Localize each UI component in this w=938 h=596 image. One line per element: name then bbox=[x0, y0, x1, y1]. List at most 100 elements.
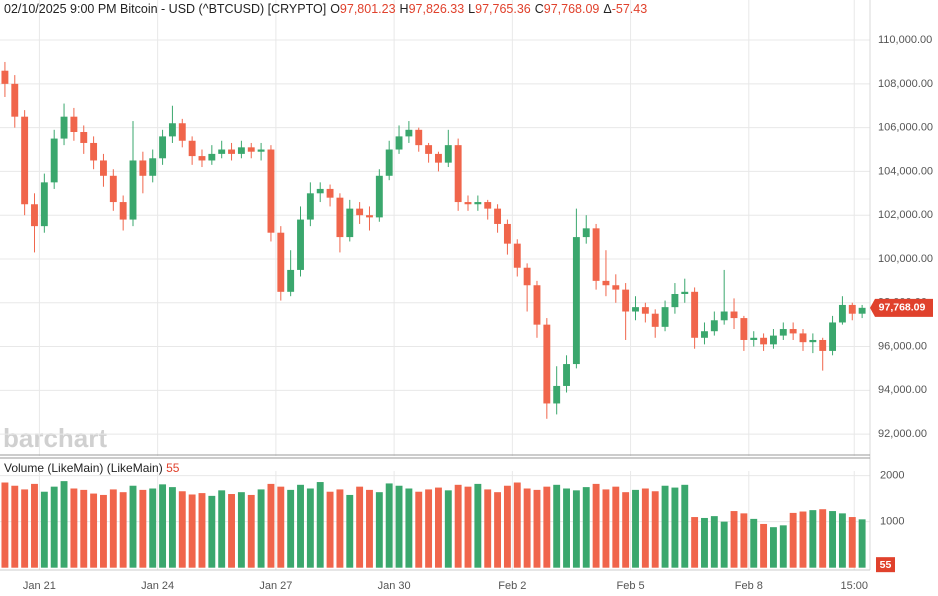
candle-body bbox=[503, 223, 511, 244]
volume-bar bbox=[178, 491, 186, 568]
volume-bar bbox=[346, 494, 354, 568]
candle-body bbox=[21, 116, 29, 205]
candle-body bbox=[100, 160, 107, 176]
volume-bar bbox=[336, 489, 344, 568]
header-title: 02/10/2025 9:00 PM Bitcoin - USD (^BTCUS… bbox=[4, 2, 327, 16]
candle-body bbox=[592, 228, 600, 281]
volume-bar bbox=[819, 509, 827, 568]
candle-body bbox=[267, 149, 275, 233]
volume-bar bbox=[100, 494, 107, 568]
candle-body bbox=[356, 208, 364, 216]
candle-body bbox=[159, 136, 167, 159]
volume-bar bbox=[129, 485, 137, 568]
volume-bar bbox=[40, 491, 48, 568]
volume-bar bbox=[385, 483, 393, 568]
quote-label: O bbox=[330, 2, 340, 16]
candle-body bbox=[188, 140, 196, 157]
volume-bar bbox=[11, 485, 19, 568]
candle-body bbox=[70, 116, 78, 133]
candle-body bbox=[789, 329, 797, 334]
candle-body bbox=[287, 269, 295, 292]
volume-bar bbox=[316, 482, 324, 568]
candle-body bbox=[1, 70, 9, 84]
y-tick-label: 94,000.00 bbox=[878, 384, 927, 396]
quote-header: 02/10/2025 9:00 PM Bitcoin - USD (^BTCUS… bbox=[4, 2, 647, 16]
candle-body bbox=[582, 228, 590, 238]
volume-bar bbox=[267, 483, 275, 568]
volume-bar bbox=[691, 517, 699, 568]
candle-body bbox=[523, 267, 531, 286]
volume-bar bbox=[208, 495, 216, 568]
candle-body bbox=[237, 147, 245, 154]
volume-bar bbox=[326, 491, 334, 568]
x-tick-label: Jan 21 bbox=[23, 580, 56, 592]
volume-header: Volume (LikeMain) (LikeMain) 55 bbox=[4, 461, 179, 475]
volume-bar bbox=[80, 489, 88, 568]
volume-bar bbox=[523, 488, 531, 568]
y-tick-label: 102,000.00 bbox=[878, 209, 933, 221]
quote-value: 97,826.33 bbox=[408, 2, 465, 16]
candle-body bbox=[129, 160, 137, 220]
y-tick-label: 100,000.00 bbox=[878, 253, 933, 265]
candle-body bbox=[740, 318, 748, 340]
candle-body bbox=[60, 116, 68, 139]
volume-bar bbox=[838, 513, 846, 568]
quote-value: 97,768.09 bbox=[543, 2, 600, 16]
volume-bar bbox=[139, 489, 147, 568]
candle-body bbox=[769, 335, 777, 345]
candle-body bbox=[602, 280, 610, 286]
candle-body bbox=[809, 339, 817, 343]
price-marker-label: 97,768.09 bbox=[879, 302, 926, 314]
candle-body bbox=[838, 304, 846, 323]
volume-marker bbox=[876, 557, 895, 573]
candle-body bbox=[385, 149, 393, 176]
candle-body bbox=[228, 149, 235, 154]
candle-body bbox=[50, 138, 58, 183]
volume-bar bbox=[720, 521, 728, 568]
candle-body bbox=[563, 364, 570, 386]
volume-bar bbox=[740, 513, 748, 568]
volume-bar bbox=[769, 527, 777, 568]
quote-label: C bbox=[534, 2, 544, 16]
candle-body bbox=[119, 202, 127, 220]
volume-bar bbox=[592, 483, 600, 568]
volume-bar bbox=[848, 517, 856, 568]
volume-bar bbox=[651, 491, 659, 568]
y-tick-label: 2000 bbox=[880, 470, 904, 482]
candle-body bbox=[720, 311, 728, 321]
candle-body bbox=[435, 153, 442, 163]
candle-body bbox=[80, 132, 88, 143]
volume-bar bbox=[572, 490, 580, 568]
candle-body bbox=[750, 337, 758, 340]
candle-body bbox=[710, 320, 718, 332]
volume-bar bbox=[415, 491, 423, 568]
volume-bar bbox=[809, 510, 817, 568]
volume-bar bbox=[395, 485, 403, 568]
volume-bar bbox=[494, 492, 502, 568]
volume-bar bbox=[779, 525, 787, 568]
volume-bar bbox=[503, 485, 511, 568]
candle-body bbox=[848, 304, 856, 314]
candle-body bbox=[651, 313, 659, 327]
volume-bar bbox=[553, 484, 561, 568]
volume-last: 55 bbox=[166, 461, 180, 475]
y-tick-label: 110,000.00 bbox=[878, 34, 932, 46]
candle-body bbox=[641, 307, 649, 314]
volume-bar bbox=[474, 483, 482, 568]
candle-body bbox=[168, 123, 176, 137]
volume-bar bbox=[454, 484, 462, 568]
volume-bar bbox=[622, 492, 630, 568]
volume-bar bbox=[730, 511, 738, 568]
quote-label: H bbox=[399, 2, 409, 16]
y-tick-label: 1000 bbox=[880, 516, 904, 528]
volume-bar bbox=[563, 488, 570, 568]
candle-body bbox=[178, 123, 186, 141]
candle-body bbox=[681, 291, 689, 295]
volume-bar bbox=[90, 493, 98, 568]
candle-body bbox=[297, 219, 304, 270]
volume-bar bbox=[375, 492, 383, 568]
volume-bar bbox=[641, 488, 649, 568]
candle-body bbox=[454, 145, 462, 203]
quote-label: L bbox=[468, 2, 476, 16]
x-tick-label: Feb 8 bbox=[735, 580, 763, 592]
